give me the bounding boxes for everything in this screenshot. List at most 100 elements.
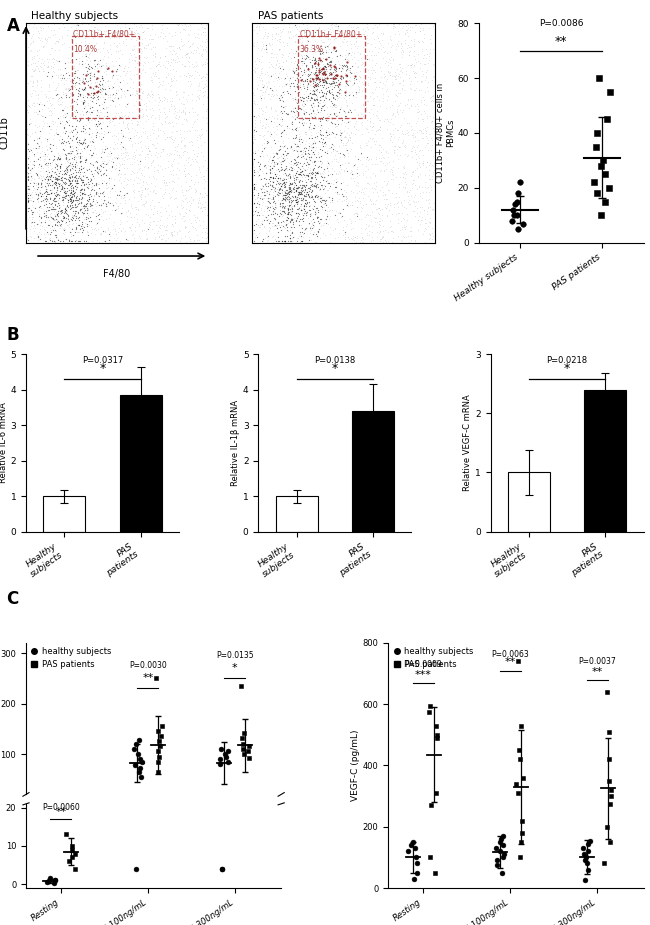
Point xyxy=(113,68,124,82)
Point xyxy=(24,182,34,197)
Point xyxy=(331,154,341,168)
Point xyxy=(372,201,383,216)
Point xyxy=(426,157,437,172)
Point xyxy=(283,162,294,177)
Point xyxy=(139,126,150,141)
Point xyxy=(309,73,319,88)
Point xyxy=(274,22,285,37)
Point xyxy=(167,29,177,43)
Point xyxy=(355,69,365,84)
Point xyxy=(270,61,281,76)
Point xyxy=(324,180,334,195)
Point xyxy=(293,139,304,154)
Point xyxy=(109,90,120,105)
Point xyxy=(45,182,55,197)
Point xyxy=(148,66,158,80)
Point xyxy=(265,101,276,116)
Point xyxy=(97,29,107,43)
Point xyxy=(166,228,177,243)
Point xyxy=(198,80,208,95)
Point xyxy=(42,93,52,108)
Point xyxy=(332,24,343,39)
Point xyxy=(73,137,83,152)
Point xyxy=(127,164,137,179)
Text: P=0.0218: P=0.0218 xyxy=(547,356,588,365)
Point xyxy=(419,73,430,88)
Point xyxy=(45,227,55,241)
Point xyxy=(259,29,269,43)
Point xyxy=(419,48,430,63)
Point xyxy=(266,140,276,154)
Point xyxy=(294,199,304,214)
Point xyxy=(253,190,263,204)
Point xyxy=(92,185,103,200)
Point xyxy=(294,165,305,179)
Point xyxy=(129,68,139,82)
Point xyxy=(132,176,142,191)
Point xyxy=(300,204,311,219)
Point xyxy=(317,156,327,171)
Point xyxy=(339,224,350,239)
Point xyxy=(339,231,350,246)
Point xyxy=(84,121,94,136)
Point xyxy=(39,209,49,224)
Point xyxy=(317,137,327,152)
Point xyxy=(114,36,125,51)
Point xyxy=(339,182,349,197)
Point xyxy=(382,89,393,104)
Point xyxy=(189,207,200,222)
Point xyxy=(21,121,32,136)
Point xyxy=(53,111,64,126)
Point xyxy=(94,198,104,213)
Point xyxy=(312,130,322,145)
Point xyxy=(53,43,64,57)
Point xyxy=(85,199,96,214)
Point xyxy=(254,200,264,215)
Point xyxy=(322,38,333,53)
Point xyxy=(378,91,388,105)
Point xyxy=(415,23,425,38)
Point xyxy=(321,75,332,90)
Point xyxy=(389,142,399,157)
Point xyxy=(23,99,34,114)
Point xyxy=(333,69,344,84)
Point xyxy=(304,111,314,126)
Point xyxy=(88,222,99,237)
Point xyxy=(103,88,114,103)
Point xyxy=(98,135,108,150)
Point xyxy=(257,60,267,75)
Point xyxy=(321,137,332,152)
Point xyxy=(88,160,99,175)
Point xyxy=(300,195,310,210)
Point xyxy=(170,215,180,229)
Point xyxy=(42,59,52,74)
Point xyxy=(87,233,98,248)
Point xyxy=(295,142,306,157)
Point xyxy=(95,78,105,92)
Point xyxy=(292,123,303,138)
Point xyxy=(162,230,173,245)
Point xyxy=(256,62,266,77)
Point xyxy=(424,172,434,187)
Point xyxy=(378,224,388,239)
Point xyxy=(77,120,88,135)
Point xyxy=(73,160,84,175)
Point xyxy=(387,53,398,68)
Point xyxy=(295,48,306,63)
Point xyxy=(60,202,70,216)
Point xyxy=(329,98,339,113)
Point xyxy=(408,64,418,79)
Point xyxy=(164,79,175,93)
Point xyxy=(322,50,333,65)
Point xyxy=(271,155,281,170)
Point xyxy=(200,202,210,216)
Point xyxy=(178,124,188,139)
Point xyxy=(78,185,88,200)
Point xyxy=(146,215,156,229)
Point xyxy=(123,82,133,97)
Point xyxy=(112,40,122,55)
Point xyxy=(426,93,436,108)
Point xyxy=(78,90,88,105)
Point xyxy=(413,168,423,183)
Point xyxy=(34,123,45,138)
